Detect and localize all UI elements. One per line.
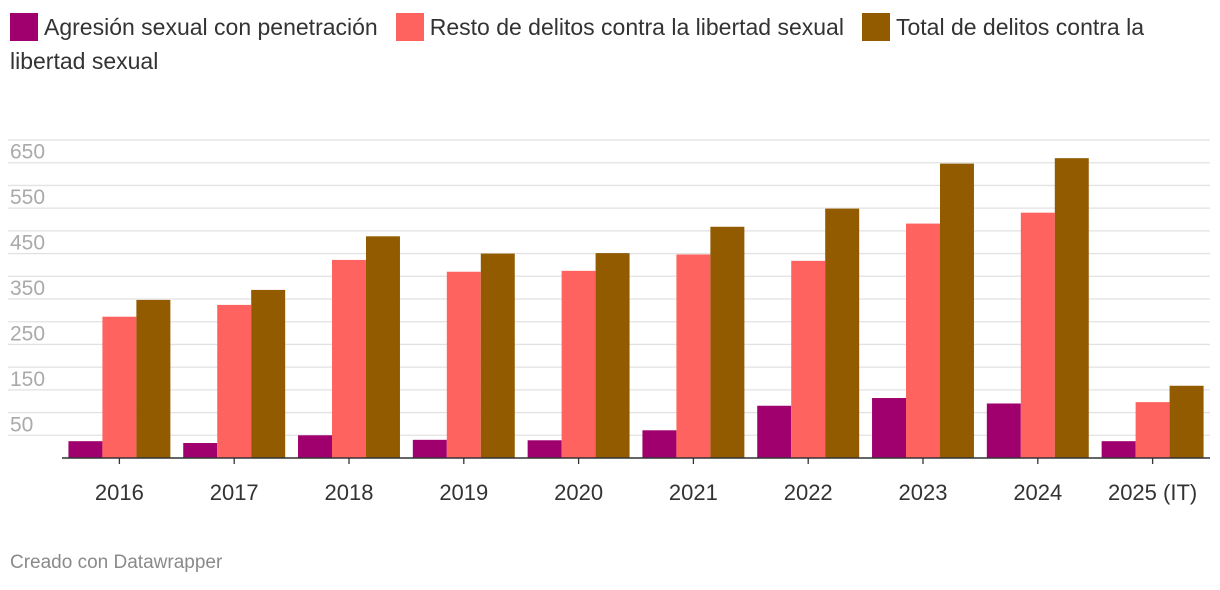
y-tick-label: 650 <box>10 141 45 164</box>
bar[interactable] <box>332 259 366 458</box>
bar[interactable] <box>251 289 286 458</box>
bar[interactable] <box>986 403 1021 458</box>
bar[interactable] <box>365 236 400 458</box>
bar[interactable] <box>1054 158 1089 458</box>
bar[interactable] <box>68 441 103 458</box>
x-tick-label: 2025 (IT) <box>1108 480 1197 505</box>
y-tick-label: 550 <box>10 186 45 209</box>
bar[interactable] <box>183 443 218 458</box>
legend-label: Total de delitos contra la libertad sexu… <box>10 14 1145 74</box>
x-tick-label: 2018 <box>325 480 374 505</box>
x-tick-label: 2017 <box>210 480 259 505</box>
bar[interactable] <box>480 253 515 458</box>
bar[interactable] <box>757 405 792 458</box>
bar[interactable] <box>791 260 826 458</box>
y-tick-label: 450 <box>10 232 45 255</box>
legend-swatch <box>395 13 424 41</box>
bar[interactable] <box>298 435 333 458</box>
bar[interactable] <box>676 254 711 458</box>
x-tick-label: 2024 <box>1013 480 1062 505</box>
bar[interactable] <box>642 430 677 458</box>
y-tick-label: 50 <box>10 413 33 436</box>
bar[interactable] <box>595 253 630 458</box>
bar[interactable] <box>1101 441 1136 458</box>
x-axis-ticks: 2016 2017 2018 2019 2020 2021 2022 2023 2024 2025… <box>95 458 1197 505</box>
bar[interactable] <box>1020 212 1055 458</box>
x-tick-label: 2019 <box>439 480 488 505</box>
legend-item: Agresión sexual con penetración <box>10 13 378 41</box>
bars <box>68 158 1204 458</box>
bar[interactable] <box>446 271 481 458</box>
y-tick-label: 150 <box>10 368 45 391</box>
y-tick-label: 350 <box>10 277 45 300</box>
bar[interactable] <box>102 316 137 458</box>
x-tick-label: 2020 <box>554 480 603 505</box>
bar[interactable] <box>906 223 940 458</box>
legend-label: Resto de delitos contra la libertad sexu… <box>429 14 844 40</box>
x-tick-label: 2021 <box>669 480 718 505</box>
bar[interactable] <box>825 208 860 458</box>
bar[interactable] <box>136 299 171 458</box>
y-tick-label: 250 <box>10 322 45 345</box>
x-tick-label: 2016 <box>95 480 144 505</box>
legend-swatch <box>861 13 890 41</box>
legend-item: Resto de delitos contra la libertad sexu… <box>395 13 844 41</box>
bar[interactable] <box>561 270 596 458</box>
bar[interactable] <box>527 440 562 458</box>
bar[interactable] <box>1135 402 1170 458</box>
legend-swatch <box>10 13 38 41</box>
x-tick-label: 2022 <box>784 480 833 505</box>
bar[interactable] <box>412 439 447 458</box>
legend-label: Agresión sexual con penetración <box>44 14 378 40</box>
legend-item: Total de delitos contra la libertad sexu… <box>10 13 1145 74</box>
bar[interactable] <box>872 398 907 458</box>
bar[interactable] <box>939 163 974 458</box>
footer-credit: Creado con Datawrapper <box>10 552 223 573</box>
y-axis-ticks: 50 150 250 350 450 550 650 <box>10 141 45 437</box>
bar[interactable] <box>710 226 745 458</box>
chart-legend: Agresión sexual con penetración Resto de … <box>10 10 1210 78</box>
bar[interactable] <box>1169 385 1204 458</box>
bar[interactable] <box>217 304 252 458</box>
x-tick-label: 2023 <box>899 480 948 505</box>
